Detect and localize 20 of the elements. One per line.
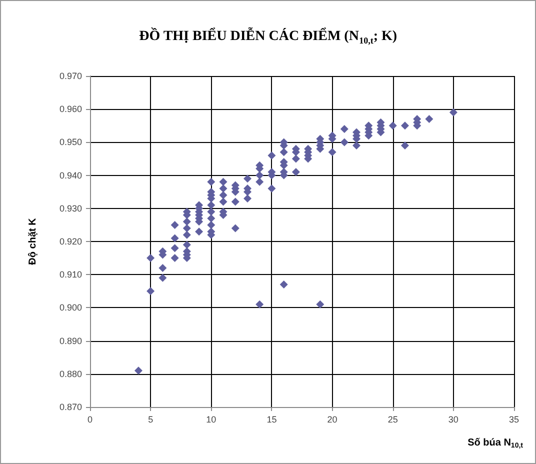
y-axis-title: Độ chặt K [28, 217, 38, 265]
y-tick-label: 0.930 [59, 203, 82, 214]
y-tick-label: 0.950 [59, 137, 82, 148]
y-tick-label: 0.920 [59, 236, 82, 246]
y-tick-label: 0.910 [59, 270, 82, 280]
y-tick-label: 0.880 [59, 368, 82, 379]
x-tick-label: 20 [327, 414, 338, 424]
y-tick-label: 0.940 [59, 170, 82, 180]
x-tick-label: 15 [266, 414, 277, 424]
y-tick-label: 0.970 [59, 71, 82, 81]
y-tick-label: 0.890 [59, 336, 82, 346]
x-tick-label: 25 [388, 414, 398, 424]
y-tick-label: 0.960 [59, 104, 82, 114]
x-tick-label: 35 [508, 414, 520, 424]
x-tick-label: 0 [87, 414, 93, 424]
y-tick-label: 0.870 [59, 402, 82, 412]
x-tick-label: 30 [448, 414, 458, 424]
x-tick-label: 5 [148, 414, 154, 424]
y-tick-label: 0.900 [59, 302, 82, 313]
x-tick-label: 10 [206, 414, 216, 424]
